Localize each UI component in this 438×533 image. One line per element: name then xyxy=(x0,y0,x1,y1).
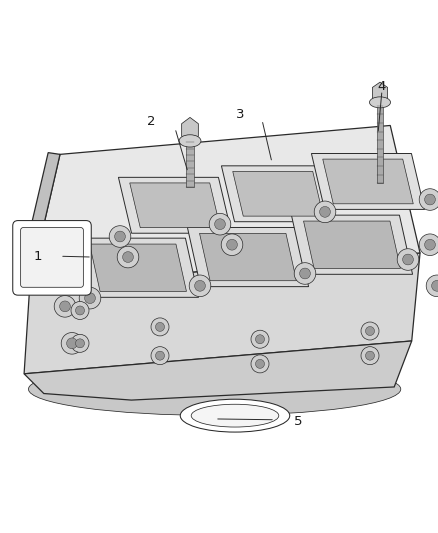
Polygon shape xyxy=(130,183,220,228)
Circle shape xyxy=(431,280,438,291)
Circle shape xyxy=(403,254,413,265)
Circle shape xyxy=(426,275,438,296)
Circle shape xyxy=(215,219,226,230)
Polygon shape xyxy=(18,152,60,286)
Circle shape xyxy=(251,330,269,348)
Circle shape xyxy=(53,252,64,262)
Circle shape xyxy=(75,339,85,348)
Circle shape xyxy=(294,263,316,284)
Polygon shape xyxy=(233,172,323,216)
Circle shape xyxy=(251,355,269,373)
Text: 5: 5 xyxy=(294,415,302,428)
Polygon shape xyxy=(118,177,232,233)
Circle shape xyxy=(67,338,78,349)
Circle shape xyxy=(71,302,89,319)
Polygon shape xyxy=(304,221,400,269)
Circle shape xyxy=(79,287,101,309)
Polygon shape xyxy=(24,253,420,374)
Text: 2: 2 xyxy=(147,115,155,128)
Circle shape xyxy=(194,280,205,291)
Circle shape xyxy=(151,346,169,365)
Circle shape xyxy=(54,296,76,317)
Polygon shape xyxy=(182,117,198,142)
FancyBboxPatch shape xyxy=(13,221,91,295)
Circle shape xyxy=(117,246,139,268)
Circle shape xyxy=(419,189,438,211)
Polygon shape xyxy=(323,159,413,204)
Circle shape xyxy=(60,301,71,312)
Circle shape xyxy=(61,333,83,354)
Circle shape xyxy=(424,194,435,205)
Circle shape xyxy=(75,306,85,315)
Circle shape xyxy=(155,351,165,360)
Circle shape xyxy=(365,327,374,335)
Circle shape xyxy=(361,346,379,365)
Circle shape xyxy=(209,213,231,235)
Circle shape xyxy=(226,239,237,250)
Circle shape xyxy=(123,252,134,262)
Polygon shape xyxy=(200,233,297,281)
Circle shape xyxy=(320,206,330,217)
Text: 4: 4 xyxy=(378,79,386,93)
Polygon shape xyxy=(291,215,413,274)
Circle shape xyxy=(419,234,438,255)
Bar xyxy=(377,106,383,183)
Circle shape xyxy=(397,249,419,270)
Text: 1: 1 xyxy=(34,250,42,263)
Circle shape xyxy=(155,322,165,332)
Text: 3: 3 xyxy=(236,108,244,122)
Circle shape xyxy=(255,359,265,368)
Ellipse shape xyxy=(370,97,391,108)
Circle shape xyxy=(71,334,89,352)
Circle shape xyxy=(365,351,374,360)
Circle shape xyxy=(221,234,243,255)
Circle shape xyxy=(424,239,435,250)
Circle shape xyxy=(189,275,211,296)
Ellipse shape xyxy=(180,399,290,432)
Polygon shape xyxy=(30,125,420,286)
Bar xyxy=(187,142,194,187)
Circle shape xyxy=(300,268,311,279)
Ellipse shape xyxy=(28,363,401,415)
Polygon shape xyxy=(89,244,187,292)
Ellipse shape xyxy=(191,404,279,427)
Circle shape xyxy=(361,322,379,340)
Circle shape xyxy=(115,231,125,242)
Circle shape xyxy=(109,225,131,247)
Circle shape xyxy=(314,201,336,223)
Ellipse shape xyxy=(179,135,201,147)
Circle shape xyxy=(255,335,265,344)
Polygon shape xyxy=(78,238,198,297)
Polygon shape xyxy=(187,228,308,287)
Polygon shape xyxy=(24,341,412,400)
Circle shape xyxy=(151,318,169,336)
Polygon shape xyxy=(222,166,335,222)
Circle shape xyxy=(47,246,69,268)
Polygon shape xyxy=(311,154,424,209)
Circle shape xyxy=(85,293,95,303)
Polygon shape xyxy=(372,82,388,103)
FancyBboxPatch shape xyxy=(21,228,83,287)
